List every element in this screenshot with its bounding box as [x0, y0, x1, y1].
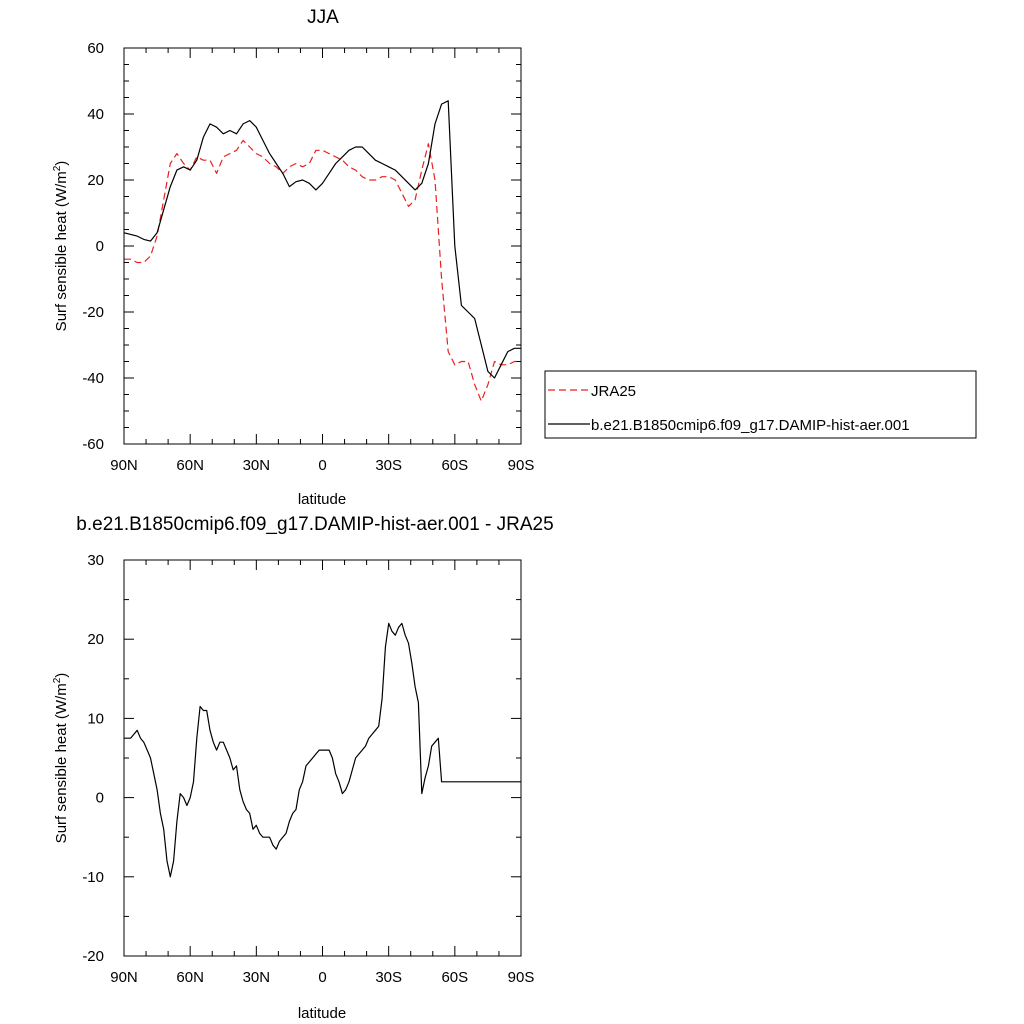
bottom-panel-ytick-labels: -20 -10 0 10 20 30 — [82, 552, 104, 965]
y-tick-label: -10 — [82, 869, 104, 886]
top-panel-x-axis-label: latitude — [298, 491, 346, 508]
top-panel-series-line-2 — [123, 100, 521, 379]
x-tick-label: 30N — [243, 457, 271, 474]
y-tick-label: 0 — [96, 238, 104, 255]
x-tick-label: 60S — [441, 969, 468, 986]
top-panel: JJA 90N 60N 30N 0 30S 60S 90S -60 -40 -20 0 20 40 60… — [52, 7, 534, 508]
y-tick-label: -40 — [82, 370, 104, 387]
bottom-panel-series-line-1 — [124, 622, 521, 878]
top-panel-ytick-labels: -60 -40 -20 0 20 40 60 — [82, 40, 104, 453]
y-tick-label: 30 — [87, 552, 104, 569]
bottom-panel-x-axis-label: latitude — [298, 1005, 346, 1022]
bottom-panel-xtick-labels: 90N 60N 30N 0 30S 60S 90S — [110, 969, 534, 986]
x-tick-label: 90S — [508, 969, 535, 986]
bottom-panel-series-lines — [124, 622, 521, 878]
top-panel-series-line-1 — [124, 139, 521, 402]
y-tick-label: 40 — [87, 106, 104, 123]
legend: JRA25 b.e21.B1850cmip6.f09_g17.DAMIP-his… — [544, 370, 977, 439]
top-panel-xtick-labels: 90N 60N 30N 0 30S 60S 90S — [110, 457, 534, 474]
bottom-panel-y-axis-label: Surf sensible heat (W/m2) — [52, 673, 70, 844]
bottom-panel-ticks — [123, 559, 522, 957]
top-panel-plot-frame — [123, 47, 522, 445]
x-tick-label: 60S — [441, 457, 468, 474]
top-panel-series-lines — [123, 100, 521, 402]
x-tick-label: 0 — [318, 969, 326, 986]
x-tick-label: 90N — [110, 457, 138, 474]
y-tick-label: 20 — [87, 172, 104, 189]
top-panel-title: JJA — [307, 7, 339, 28]
y-tick-label: -60 — [82, 436, 104, 453]
y-tick-label: -20 — [82, 948, 104, 965]
x-tick-label: 60N — [176, 969, 204, 986]
x-tick-label: 90S — [508, 457, 535, 474]
x-tick-label: 90N — [110, 969, 138, 986]
x-tick-label: 0 — [318, 457, 326, 474]
x-tick-label: 30S — [375, 457, 402, 474]
legend-label-jra25: JRA25 — [591, 383, 636, 400]
legend-label-model: b.e21.B1850cmip6.f09_g17.DAMIP-hist-aer.… — [591, 417, 910, 434]
x-tick-label: 30N — [243, 969, 271, 986]
bottom-panel-plot-frame — [123, 559, 522, 957]
bottom-panel-title: b.e21.B1850cmip6.f09_g17.DAMIP-hist-aer.… — [76, 514, 553, 535]
y-tick-label: 20 — [87, 631, 104, 648]
x-tick-label: 30S — [375, 969, 402, 986]
top-panel-y-axis-label: Surf sensible heat (W/m2) — [52, 161, 70, 332]
y-tick-label: -20 — [82, 304, 104, 321]
y-tick-label: 10 — [87, 710, 104, 727]
y-tick-label: 0 — [96, 790, 104, 807]
top-panel-ticks — [123, 47, 522, 445]
y-tick-label: 60 — [87, 40, 104, 57]
x-tick-label: 60N — [176, 457, 204, 474]
legend-box — [544, 370, 977, 439]
bottom-panel: b.e21.B1850cmip6.f09_g17.DAMIP-hist-aer.… — [52, 514, 554, 1022]
